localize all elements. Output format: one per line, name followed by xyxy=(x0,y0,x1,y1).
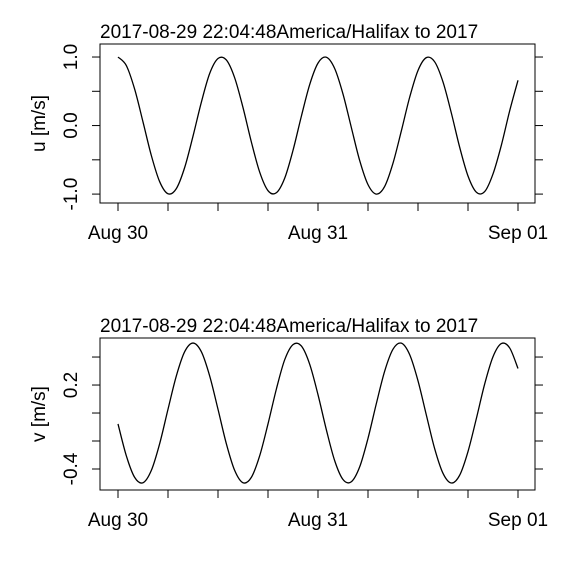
plot-box xyxy=(99,337,536,491)
x-tick-label: Sep 01 xyxy=(488,510,548,531)
x-tick-label: Aug 30 xyxy=(88,510,148,531)
y-tick-label: -1.0 xyxy=(61,178,82,211)
y-tick-label: 0.2 xyxy=(61,372,82,398)
y-tick-label: 0.0 xyxy=(61,112,82,138)
y-tick-label: -0.4 xyxy=(61,452,82,485)
data-line xyxy=(117,56,519,195)
data-line xyxy=(117,342,519,484)
x-tick-label: Aug 31 xyxy=(288,510,348,531)
y-axis-label: v [m/s] xyxy=(29,386,50,442)
chart-title: 2017-08-29 22:04:48America/Halifax to 20… xyxy=(100,316,478,337)
x-tick-label: Aug 31 xyxy=(288,223,348,244)
x-tick-label: Sep 01 xyxy=(488,223,548,244)
chart-title: 2017-08-29 22:04:48America/Halifax to 20… xyxy=(100,22,478,43)
y-axis-label: u [m/s] xyxy=(29,95,50,152)
x-tick-label: Aug 30 xyxy=(88,223,148,244)
y-tick-label: 1.0 xyxy=(61,44,82,70)
